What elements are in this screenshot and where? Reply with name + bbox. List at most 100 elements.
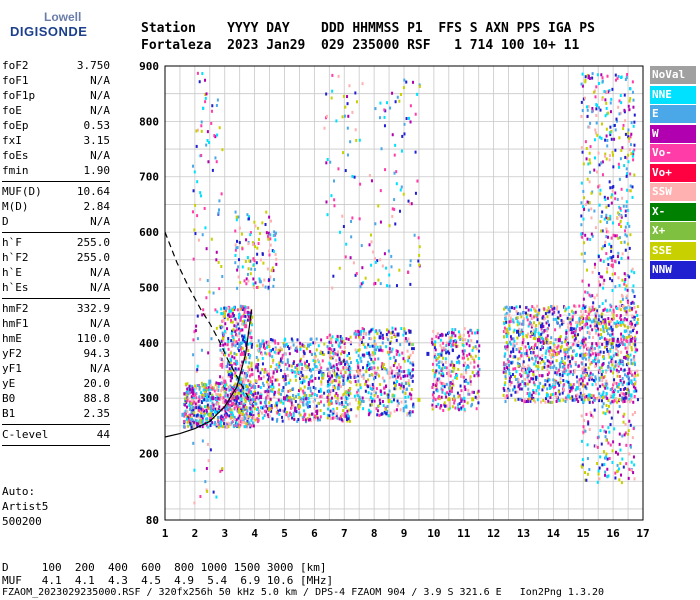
echo-point xyxy=(232,338,235,342)
echo-point xyxy=(610,249,613,253)
echo-point xyxy=(617,383,620,387)
echo-point xyxy=(599,384,602,388)
echo-point xyxy=(608,456,611,460)
echo-point xyxy=(617,469,620,473)
echo-point xyxy=(394,222,397,226)
echo-point xyxy=(196,180,199,184)
echo-point xyxy=(293,417,296,421)
echo-point xyxy=(622,369,625,373)
echo-point xyxy=(584,363,587,367)
echo-point xyxy=(292,414,295,418)
echo-point xyxy=(441,333,444,337)
echo-point xyxy=(231,411,234,415)
echo-point xyxy=(518,363,521,367)
echo-point xyxy=(377,278,380,282)
echo-point xyxy=(537,331,540,335)
echo-point xyxy=(593,444,596,448)
echo-point xyxy=(229,399,232,403)
echo-point xyxy=(400,370,403,374)
echo-point xyxy=(594,444,597,448)
echo-point xyxy=(550,356,553,360)
echo-point xyxy=(189,422,192,426)
echo-point xyxy=(624,287,627,291)
echo-point xyxy=(601,79,604,83)
echo-point xyxy=(336,366,339,370)
echo-point xyxy=(274,233,277,237)
echo-point xyxy=(325,161,328,165)
echo-point xyxy=(556,352,559,356)
echo-point xyxy=(321,394,324,398)
x-tick-label: 14 xyxy=(547,527,561,540)
echo-point xyxy=(633,337,636,341)
echo-point xyxy=(186,396,189,400)
echo-point xyxy=(234,261,237,265)
echo-point xyxy=(604,318,607,322)
echo-point xyxy=(341,350,344,354)
echo-point xyxy=(342,225,345,229)
echo-point xyxy=(338,380,341,384)
echo-point xyxy=(210,121,213,125)
echo-point xyxy=(357,366,360,370)
echo-point xyxy=(263,390,266,394)
echo-point xyxy=(386,101,389,105)
echo-point xyxy=(611,328,614,332)
echo-point xyxy=(508,324,511,328)
echo-point xyxy=(435,382,438,386)
echo-point xyxy=(607,317,610,321)
param-key: yE xyxy=(2,377,16,390)
echo-point xyxy=(385,332,388,336)
echo-point xyxy=(240,398,243,402)
echo-point xyxy=(584,429,587,433)
echo-point xyxy=(616,234,619,238)
echo-point xyxy=(224,394,227,398)
echo-point xyxy=(624,229,627,233)
echo-point xyxy=(194,203,197,207)
echo-point xyxy=(302,397,305,401)
echo-point xyxy=(558,372,561,376)
echo-point xyxy=(373,342,376,346)
echo-point xyxy=(532,328,535,332)
echo-point xyxy=(254,418,257,422)
echo-point xyxy=(328,347,331,351)
echo-point xyxy=(584,80,587,84)
echo-point xyxy=(555,372,558,376)
echo-point xyxy=(558,392,561,396)
echo-point xyxy=(261,362,264,366)
echo-point xyxy=(617,75,620,79)
echo-point xyxy=(562,398,565,402)
echo-point xyxy=(634,323,637,327)
echo-point xyxy=(265,370,268,374)
echo-point xyxy=(636,317,639,321)
echo-point xyxy=(596,462,599,466)
echo-point xyxy=(251,392,254,396)
echo-point xyxy=(505,345,508,349)
echo-point xyxy=(549,400,552,404)
data-point-sse xyxy=(357,400,361,405)
echo-point xyxy=(349,340,352,344)
echo-point xyxy=(595,357,598,361)
echo-point xyxy=(305,394,308,398)
echo-point xyxy=(371,399,374,403)
echo-point xyxy=(604,386,607,390)
param-value: 0.53 xyxy=(83,119,111,132)
echo-point xyxy=(627,189,630,193)
echo-point xyxy=(263,409,266,413)
echo-point xyxy=(395,338,398,342)
echo-point xyxy=(234,390,237,394)
echo-point xyxy=(440,367,443,371)
echo-point xyxy=(611,449,614,453)
echo-point xyxy=(374,342,377,346)
echo-point xyxy=(207,160,210,164)
echo-point xyxy=(409,120,412,124)
echo-point xyxy=(602,350,605,354)
echo-point xyxy=(268,414,271,418)
echo-point xyxy=(477,364,480,368)
echo-point xyxy=(250,345,253,349)
echo-point xyxy=(245,277,248,281)
echo-point xyxy=(445,344,448,348)
echo-point xyxy=(632,150,635,154)
echo-point xyxy=(588,378,591,382)
echo-point xyxy=(197,420,200,424)
echo-point xyxy=(595,342,598,346)
param-key: D xyxy=(2,215,9,228)
